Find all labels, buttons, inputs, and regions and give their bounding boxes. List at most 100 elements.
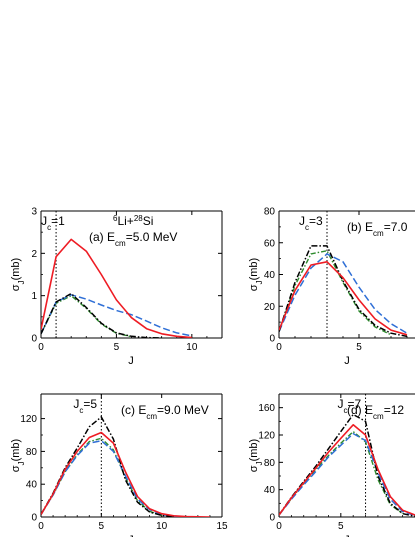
text-fragment: (a) E (89, 230, 115, 244)
text-fragment: (mb) (10, 258, 22, 281)
text-fragment: 28 (134, 214, 143, 223)
text-fragment: Si (143, 214, 154, 228)
text-fragment: cm (146, 412, 157, 421)
text-fragment: (b) E (347, 220, 373, 234)
x-tick-label: 5 (356, 342, 362, 353)
y-tick-label: 0 (31, 334, 37, 345)
series-line-red-solid (279, 261, 408, 336)
y-tick-label: 40 (26, 480, 38, 491)
text-fragment: σ (248, 284, 260, 291)
text-fragment: c (305, 223, 309, 232)
y-tick-label: 160 (258, 403, 275, 414)
text-fragment: =1 (51, 214, 65, 228)
x-tick-label: 5 (338, 521, 344, 532)
text-fragment: cm (373, 229, 384, 238)
series-line-green-dashdot (41, 437, 162, 517)
x-axis-label: J (344, 355, 350, 367)
jc-label: Jc=7 (338, 397, 362, 415)
series-line-red-solid (41, 238, 192, 338)
x-tick-label: 0 (276, 342, 282, 353)
y-tick-label: 60 (264, 238, 276, 249)
series-line-black-dashdot (41, 292, 162, 338)
series-line-red-solid (41, 431, 210, 517)
text-fragment: J (338, 397, 344, 411)
y-axis-label: σJ(mb) (10, 258, 26, 291)
y-tick-label: 80 (264, 458, 276, 469)
panel-title: (b) Ecm=7.0 (347, 220, 408, 238)
text-fragment: (c) E (121, 403, 146, 417)
series-line-blue-dash (279, 253, 408, 334)
y-tick-label: 120 (20, 414, 37, 425)
y-tick-label: 80 (264, 207, 276, 218)
text-fragment: J (17, 280, 26, 284)
text-fragment: J (255, 461, 264, 465)
text-fragment: Li+ (117, 214, 133, 228)
text-fragment: (mb) (248, 258, 260, 281)
y-tick-label: 2 (31, 249, 37, 260)
text-fragment: J (299, 214, 305, 228)
y-tick-label: 40 (264, 485, 276, 496)
text-fragment: J (73, 397, 79, 411)
series-line-green-dashdot (279, 430, 404, 516)
text-fragment: =7 (348, 397, 362, 411)
y-tick-label: 1 (31, 291, 37, 302)
jc-label: Jc=1 (41, 214, 65, 232)
series-line-black-dashdot (279, 245, 408, 338)
text-fragment: =9.0 MeV (157, 403, 209, 417)
x-tick-label: 0 (38, 342, 44, 353)
y-tick-label: 120 (258, 431, 275, 442)
y-axis-label: σJ(mb) (248, 439, 264, 472)
x-tick-label: 10 (156, 521, 168, 532)
reaction-label: 6Li+28Si (113, 214, 153, 229)
panel-d: 0504080120160JσJ(mb)Jc=7(d) Ecm=12 (248, 393, 415, 537)
x-tick-label: 10 (186, 342, 198, 353)
x-tick-label: 0 (276, 521, 282, 532)
text-fragment: c (344, 406, 348, 415)
series-line-blue-dash (41, 439, 186, 517)
text-fragment: (mb) (10, 439, 22, 462)
y-axis-label: σJ(mb) (10, 439, 26, 472)
y-tick-label: 40 (264, 270, 276, 281)
text-fragment: c (79, 406, 83, 415)
x-tick-label: 5 (114, 342, 120, 353)
text-fragment: cm (115, 239, 126, 248)
text-fragment: c (47, 223, 51, 232)
jc-label: Jc=5 (73, 397, 97, 415)
series-line-green-dashdot (279, 250, 392, 336)
text-fragment: σ (248, 465, 260, 472)
series-line-red-solid (279, 424, 415, 516)
text-fragment: =5 (83, 397, 97, 411)
y-tick-label: 80 (26, 447, 38, 458)
x-tick-label: 5 (99, 521, 105, 532)
text-fragment: =7.0 (384, 220, 408, 234)
text-fragment: (d) E (347, 403, 373, 417)
text-fragment: =3 (309, 214, 323, 228)
text-fragment: =12 (384, 403, 405, 417)
panel-title: (c) Ecm=9.0 MeV (121, 403, 209, 421)
text-fragment: J (41, 214, 47, 228)
y-tick-label: 20 (264, 302, 276, 313)
y-tick-label: 0 (269, 513, 275, 524)
y-axis-label: σJ(mb) (248, 258, 264, 291)
panel-title: (a) Ecm=5.0 MeV (89, 230, 177, 248)
series-line-black-dashdot (41, 416, 174, 517)
text-fragment: σ (10, 284, 22, 291)
panel-title: (d) Ecm=12 (347, 403, 404, 421)
text-fragment: =5.0 MeV (126, 230, 178, 244)
x-axis-label: J (128, 355, 134, 367)
text-fragment: σ (10, 465, 22, 472)
x-axis-label: J (128, 534, 134, 537)
text-fragment: J (255, 280, 264, 284)
y-tick-label: 0 (31, 513, 37, 524)
series-line-blue-dash (279, 432, 415, 517)
text-fragment: cm (373, 412, 384, 421)
y-tick-label: 0 (269, 334, 275, 345)
x-axis-label: J (344, 534, 350, 537)
y-tick-label: 3 (31, 207, 37, 218)
text-fragment: 6 (113, 214, 118, 223)
x-tick-label: 0 (38, 521, 44, 532)
text-fragment: (mb) (248, 439, 260, 462)
text-fragment: J (17, 461, 26, 465)
